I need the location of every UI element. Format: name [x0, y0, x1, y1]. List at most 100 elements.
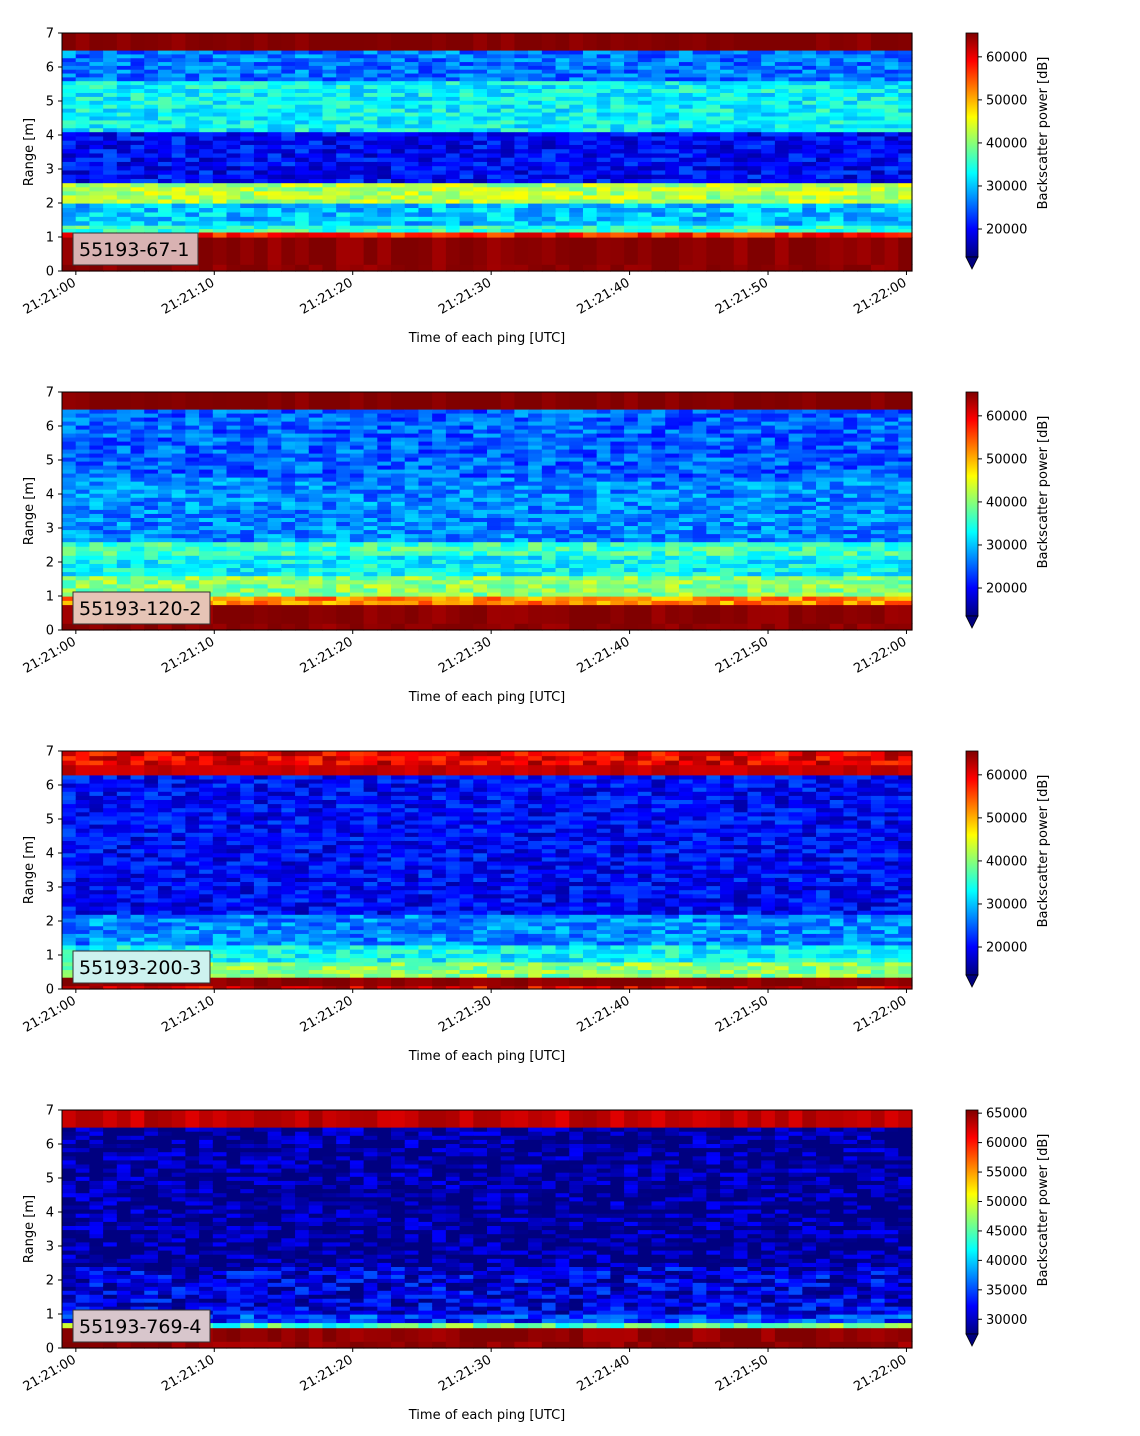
- heatmap-cell: [473, 525, 488, 531]
- heatmap-cell: [240, 178, 255, 184]
- heatmap-cell: [788, 178, 803, 184]
- heatmap-cell: [391, 65, 406, 70]
- heatmap-cell: [322, 546, 337, 552]
- heatmap-cell: [62, 140, 77, 145]
- heatmap-cell: [281, 417, 296, 422]
- heatmap-cell: [870, 84, 886, 90]
- heatmap-cell: [199, 425, 214, 430]
- heatmap-cell: [116, 182, 132, 188]
- heatmap-cell: [692, 88, 707, 93]
- heatmap-cell: [651, 69, 666, 74]
- heatmap-cell: [569, 231, 584, 238]
- heatmap-cell: [610, 178, 625, 184]
- heatmap-cell: [404, 546, 420, 552]
- heatmap-cell: [116, 157, 132, 162]
- heatmap-cell: [500, 100, 516, 105]
- heatmap-cell: [391, 148, 406, 154]
- heatmap-cell: [637, 182, 653, 188]
- heatmap-cell: [185, 131, 200, 137]
- heatmap-cell: [514, 96, 529, 101]
- heatmap-cell: [199, 186, 214, 192]
- heatmap-cell: [555, 457, 570, 462]
- heatmap-cell: [240, 449, 255, 454]
- heatmap-cell: [555, 477, 570, 482]
- heatmap-cell: [514, 231, 529, 238]
- heatmap-cell: [541, 600, 557, 606]
- heatmap-cell: [363, 80, 378, 86]
- heatmap-cell: [253, 53, 269, 59]
- heatmap-cell: [445, 433, 461, 438]
- heatmap-cell: [349, 465, 365, 470]
- heatmap-cell: [596, 135, 611, 141]
- heatmap-cell: [253, 182, 269, 188]
- heatmap-cell: [432, 591, 447, 597]
- heatmap-cell: [541, 127, 557, 133]
- heatmap-cell: [774, 198, 790, 204]
- heatmap-cell: [103, 473, 118, 478]
- heatmap-cell: [733, 76, 749, 82]
- heatmap-cell: [761, 76, 776, 82]
- heatmap-cell: [199, 429, 214, 434]
- heatmap-cell: [418, 108, 433, 113]
- heatmap-cell: [651, 119, 666, 125]
- heatmap-cell: [62, 119, 77, 125]
- heatmap-cell: [500, 583, 516, 589]
- heatmap-cell: [857, 152, 872, 158]
- heatmap-cell: [308, 429, 324, 434]
- heatmap-cell: [569, 225, 584, 230]
- heatmap-cell: [432, 148, 447, 154]
- heatmap-cell: [62, 461, 77, 466]
- heatmap-cell: [157, 144, 173, 150]
- heatmap-cell: [62, 537, 77, 543]
- heatmap-cell: [212, 392, 228, 410]
- heatmap-cell: [500, 148, 516, 154]
- heatmap-cell: [157, 513, 173, 518]
- heatmap-cell: [308, 165, 324, 171]
- heatmap-cell: [473, 421, 488, 426]
- heatmap-cell: [171, 203, 186, 209]
- heatmap-cell: [596, 111, 611, 117]
- heatmap-cell: [349, 513, 365, 518]
- heatmap-cell: [295, 477, 310, 482]
- heatmap-cell: [391, 111, 406, 117]
- heatmap-cell: [253, 623, 269, 631]
- heatmap-cell: [89, 207, 104, 213]
- heatmap-cell: [459, 72, 474, 78]
- y-tick-label: 5: [46, 95, 54, 110]
- heatmap-cell: [116, 50, 132, 55]
- heatmap-cell: [308, 152, 324, 158]
- heatmap-cell: [569, 600, 584, 606]
- heatmap-cell: [514, 169, 529, 175]
- heatmap-cell: [281, 65, 296, 70]
- heatmap-cell: [281, 497, 296, 502]
- heatmap-cell: [884, 119, 899, 125]
- heatmap-cell: [487, 453, 502, 458]
- heatmap-cell: [651, 80, 666, 86]
- heatmap-cell: [391, 69, 406, 74]
- heatmap-cell: [555, 505, 570, 510]
- heatmap-cell: [528, 481, 543, 486]
- heatmap-cell: [541, 135, 557, 141]
- heatmap-cell: [157, 555, 173, 560]
- heatmap-cell: [569, 591, 584, 597]
- heatmap-cell: [898, 100, 913, 105]
- heatmap-cell: [391, 182, 406, 188]
- heatmap-cell: [445, 509, 461, 514]
- heatmap-cell: [116, 485, 132, 490]
- heatmap-cell: [541, 228, 557, 233]
- heatmap-cell: [500, 207, 516, 213]
- heatmap-cell: [185, 140, 200, 145]
- heatmap-cell: [336, 33, 351, 51]
- heatmap-cell: [404, 587, 420, 593]
- heatmap-cell: [884, 123, 899, 129]
- heatmap-cell: [336, 541, 351, 547]
- heatmap-cell: [404, 148, 420, 154]
- heatmap-cell: [541, 392, 557, 410]
- heatmap-cell: [130, 587, 145, 593]
- heatmap-cell: [157, 169, 173, 175]
- heatmap-cell: [240, 140, 255, 145]
- heatmap-cell: [144, 453, 159, 458]
- heatmap-cell: [459, 567, 474, 573]
- heatmap-cell: [281, 537, 296, 543]
- heatmap-cell: [418, 144, 433, 150]
